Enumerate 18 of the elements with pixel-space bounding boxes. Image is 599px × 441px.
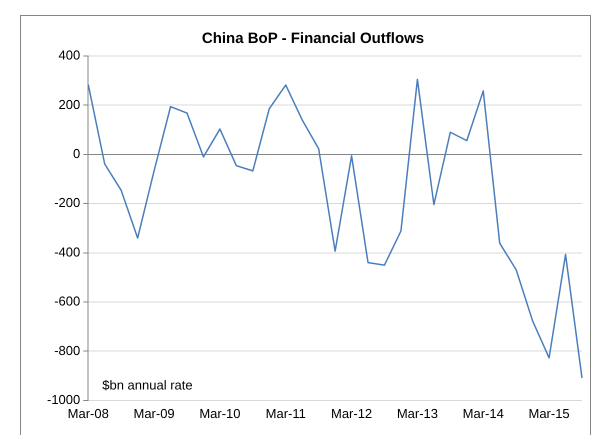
y-tick-label: -400 bbox=[54, 244, 80, 260]
x-tick-label: Mar-12 bbox=[330, 406, 372, 421]
y-tick-label: -200 bbox=[54, 195, 80, 210]
x-tick-label: Mar-10 bbox=[199, 406, 241, 421]
x-tick-label: Mar-14 bbox=[462, 406, 504, 421]
x-tick-label: Mar-11 bbox=[266, 406, 306, 421]
x-tick-label: Mar-09 bbox=[133, 406, 175, 421]
y-tick-label: 400 bbox=[58, 48, 80, 63]
chart-title: China BoP - Financial Outflows bbox=[202, 30, 424, 48]
x-tick-label: Mar-13 bbox=[396, 406, 438, 421]
annotation: $bn annual rate bbox=[102, 377, 193, 392]
y-tick-label: -800 bbox=[54, 342, 80, 358]
y-tick-label: -1000 bbox=[47, 392, 80, 407]
y-tick-label: -600 bbox=[54, 294, 80, 309]
x-tick-label: Mar-08 bbox=[68, 406, 109, 421]
x-tick-label: Mar-15 bbox=[528, 406, 570, 421]
y-tick-label: 200 bbox=[58, 96, 80, 112]
y-tick-label: 0 bbox=[73, 146, 80, 161]
